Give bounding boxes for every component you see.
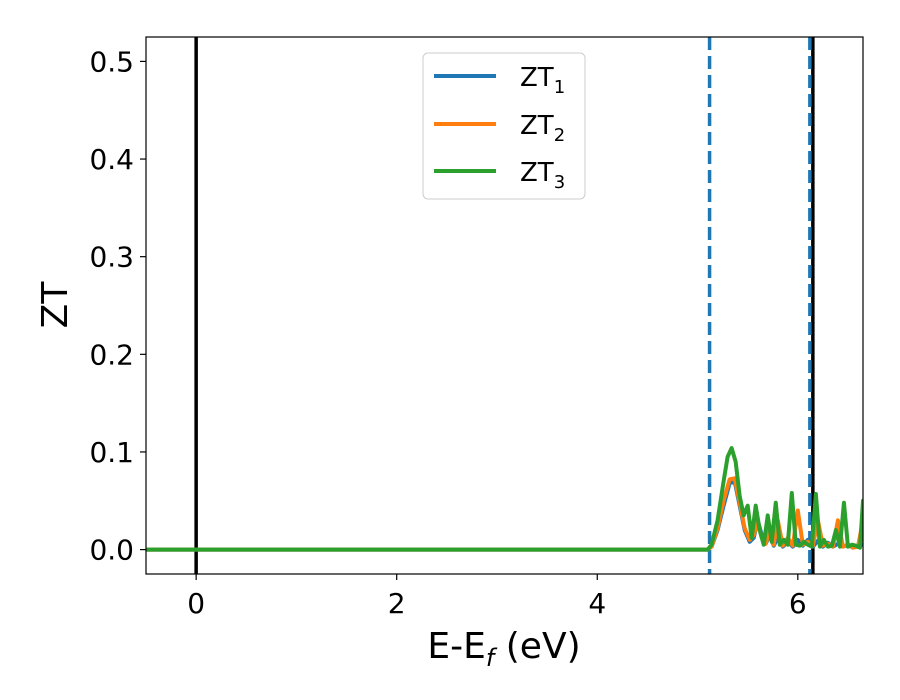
y-tick-label: 0.3 [89, 241, 134, 274]
vertical-lines [194, 37, 815, 574]
x-tick-label: 2 [388, 587, 406, 620]
legend-label-zt3: ZT3 [520, 158, 565, 193]
x-axis-label: E-Ef (eV) [427, 626, 580, 672]
legend-label-zt1: ZT1 [520, 63, 565, 98]
series-lines [146, 446, 863, 552]
x-ticks: 0 2 4 6 [187, 574, 807, 620]
legend: ZT1 ZT2 ZT3 [422, 52, 586, 200]
y-tick-label: 0.0 [89, 534, 134, 567]
y-tick-label: 0.5 [89, 45, 134, 78]
legend-box [422, 52, 586, 200]
series-line-zt3 [146, 446, 863, 552]
x-tick-label: 0 [187, 587, 205, 620]
y-ticks: 0.0 0.1 0.2 0.3 0.4 0.5 [89, 45, 146, 567]
y-tick-label: 0.1 [89, 436, 134, 469]
y-tick-label: 0.4 [89, 143, 134, 176]
x-tick-label: 4 [588, 587, 606, 620]
plot-frame [145, 36, 864, 575]
legend-label-zt2: ZT2 [520, 111, 565, 146]
y-axis-label: ZT [35, 281, 76, 329]
x-tick-label: 6 [789, 587, 807, 620]
y-tick-label: 0.2 [89, 338, 134, 371]
